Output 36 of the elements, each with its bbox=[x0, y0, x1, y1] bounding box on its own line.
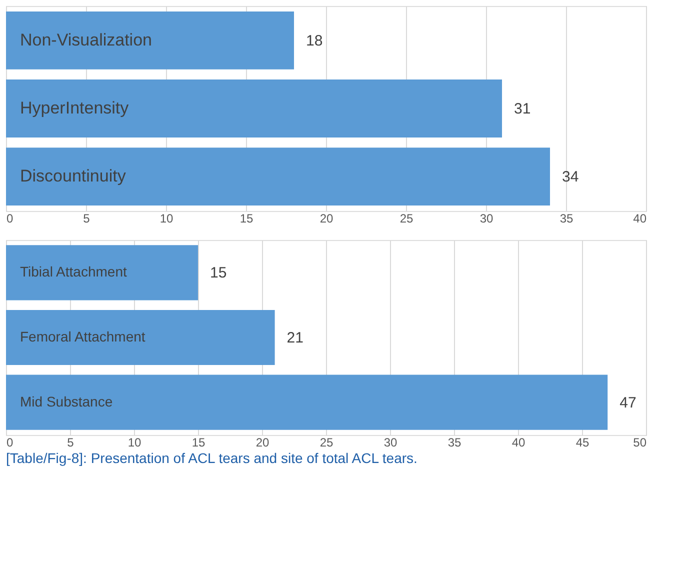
x-tick-label: 25 bbox=[400, 212, 414, 226]
x-tick-label: 5 bbox=[83, 212, 90, 226]
data-label: 47 bbox=[620, 394, 636, 412]
category-label: Femoral Attachment bbox=[20, 328, 146, 344]
data-label: 31 bbox=[514, 100, 531, 118]
text: [Table/Fig-8]: Presentation of ACL tears and site of total ACL tears. bbox=[6, 450, 418, 466]
category-label: Discountinuity bbox=[20, 166, 126, 186]
x-tick-label: 0 bbox=[6, 212, 14, 226]
x-tick-label: 25 bbox=[320, 436, 334, 450]
x-tick-label: 40 bbox=[633, 212, 647, 226]
data-label: 21 bbox=[286, 330, 304, 346]
x-tick-label: 45 bbox=[576, 436, 590, 450]
x-tick-label: 35 bbox=[560, 212, 574, 226]
x-tick-label: 30 bbox=[384, 436, 398, 450]
x-tick-label: 15 bbox=[192, 436, 206, 450]
data-label: 15 bbox=[210, 264, 227, 282]
x-tick-label: 20 bbox=[320, 212, 334, 226]
x-tick-label: 10 bbox=[160, 212, 174, 226]
x-tick-label: 50 bbox=[633, 436, 647, 450]
x-tick-label: 10 bbox=[128, 436, 142, 450]
bar bbox=[6, 245, 198, 300]
x-tick-label: 35 bbox=[448, 436, 462, 450]
x-tick-label: 15 bbox=[240, 212, 254, 226]
x-tick-label: 30 bbox=[480, 212, 494, 226]
bar bbox=[6, 310, 275, 366]
x-tick-label: 0 bbox=[6, 436, 14, 450]
category-label: Mid Substance bbox=[20, 393, 113, 410]
x-tick-label: 20 bbox=[256, 436, 270, 450]
category-label: Tibial Attachment bbox=[20, 264, 127, 280]
data-label: 34 bbox=[562, 168, 579, 186]
x-tick-label: 40 bbox=[512, 436, 526, 450]
x-tick-label: 5 bbox=[67, 436, 74, 450]
bar bbox=[6, 374, 608, 430]
data-label: 18 bbox=[306, 32, 323, 50]
category-label: HyperIntensity bbox=[20, 98, 129, 118]
category-label: Non-Visualization bbox=[20, 30, 152, 50]
